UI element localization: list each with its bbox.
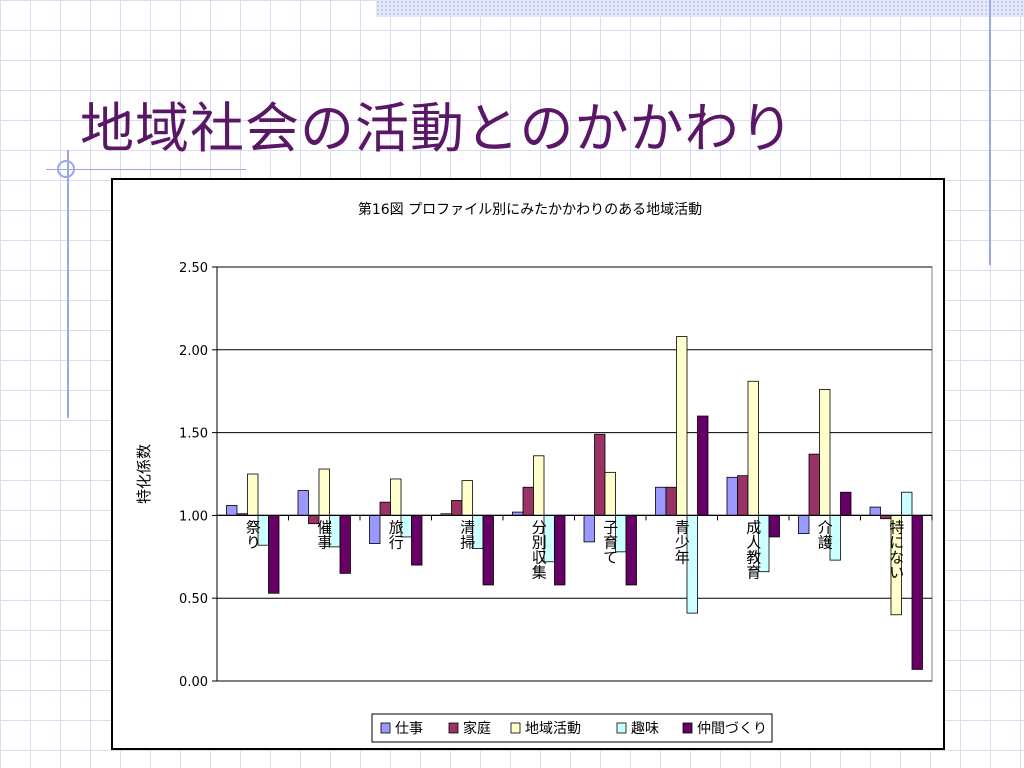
bar — [379, 501, 391, 516]
bar — [676, 336, 688, 516]
legend-swatch — [448, 722, 459, 734]
category-label: 介護 — [816, 519, 834, 549]
bar — [798, 514, 810, 535]
legend-label: 仕事 — [395, 721, 423, 737]
legend-label: 趣味 — [631, 721, 659, 737]
category-label: 催事 — [315, 519, 333, 549]
y-tick-label: 0.50 — [179, 592, 208, 607]
title-underline-decoration — [46, 169, 246, 170]
legend-swatch — [616, 722, 627, 734]
legend-box — [371, 713, 773, 743]
chart: 第16図 プロファイル別にみたかかわりのある地域活動 特化係数 0.00 0.50… — [135, 201, 933, 743]
bar — [318, 468, 330, 516]
category-label: 旅行 — [387, 519, 405, 550]
legend-label: 家庭 — [463, 720, 491, 737]
legend-swatch — [682, 722, 693, 734]
bar — [697, 415, 709, 516]
bar — [604, 471, 616, 516]
y-tick-label: 2.00 — [179, 344, 208, 359]
legend-label: 地域活動 — [525, 721, 581, 737]
bar — [533, 455, 545, 516]
slide-title: 地域社会の活動とのかかわり — [80, 97, 795, 160]
y-tick-label: 0.00 — [179, 675, 208, 690]
bar — [390, 478, 402, 516]
bar — [594, 433, 606, 516]
bar — [747, 380, 759, 516]
category-label: 祭り — [244, 519, 262, 549]
right-decoration-line — [989, 0, 991, 265]
y-tick-label: 1.00 — [179, 509, 208, 524]
bar — [554, 514, 566, 586]
chart-title: 第16図 プロファイル別にみたかかわりのある地域活動 — [358, 201, 702, 218]
bar — [665, 486, 677, 516]
bar — [840, 491, 852, 516]
bar — [522, 486, 534, 516]
legend-swatch — [510, 722, 521, 734]
category-label: 子育て — [601, 519, 619, 564]
chart-frame: 第16図 プロファイル別にみたかかわりのある地域活動 特化係数 0.00 0.50… — [111, 178, 945, 750]
bar — [226, 505, 238, 516]
decoration-circle — [57, 160, 75, 178]
bar — [808, 453, 820, 516]
y-tick-label: 2.50 — [179, 261, 208, 276]
y-axis-label: 特化係数 — [135, 444, 153, 504]
bar — [583, 514, 595, 543]
bar — [726, 476, 738, 516]
bar — [297, 490, 309, 516]
bar — [451, 500, 463, 516]
legend-swatch — [380, 722, 391, 734]
left-decoration-line — [67, 150, 69, 418]
bar — [768, 514, 780, 538]
legend-label: 仲間づくり — [697, 721, 767, 737]
top-decoration-band — [376, 0, 1024, 17]
bar — [737, 475, 749, 516]
category-label: 分別収集 — [530, 519, 548, 579]
bar — [247, 473, 259, 516]
bar — [869, 506, 881, 516]
bar — [625, 514, 637, 586]
bar — [369, 514, 381, 544]
bar — [461, 480, 473, 516]
category-label: 成人教育 — [744, 519, 762, 579]
bar — [339, 514, 351, 574]
bar — [819, 389, 831, 516]
bar — [482, 514, 494, 586]
bar — [911, 514, 923, 670]
category-label: 特にない — [887, 519, 905, 579]
bar — [901, 491, 913, 516]
category-label: 青少年 — [673, 519, 691, 564]
bar — [411, 514, 423, 566]
bar — [655, 486, 667, 516]
category-label: 清掃 — [458, 519, 476, 550]
bar — [268, 514, 280, 594]
y-tick-label: 1.50 — [179, 427, 208, 442]
